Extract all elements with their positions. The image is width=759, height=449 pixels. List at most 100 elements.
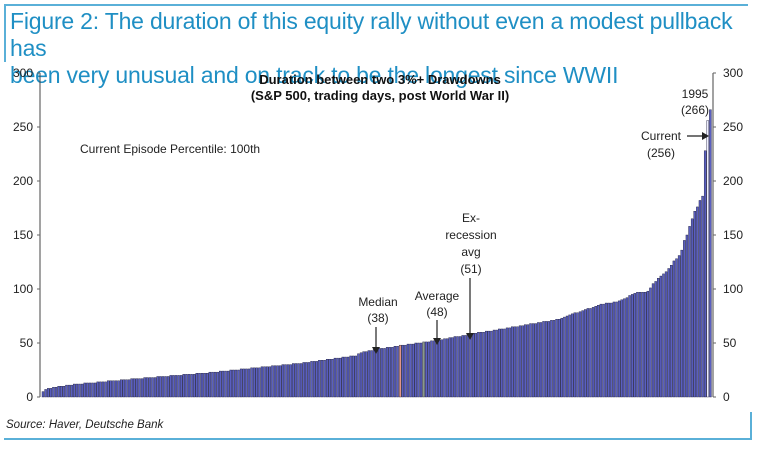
bar	[146, 377, 149, 398]
bar	[224, 370, 227, 398]
y-tick-label-left: 250	[13, 120, 33, 134]
chart-title: Duration between two 3%+ Drawdowns	[259, 72, 501, 87]
y-tick-label-right: 100	[723, 282, 743, 296]
exrec-arrow	[466, 278, 474, 340]
bar	[589, 308, 592, 398]
y-ticks-right: 0 50 100 150 200 250 300	[713, 66, 743, 404]
bar	[310, 361, 313, 398]
max-1995-value: (266)	[681, 103, 709, 117]
y-tick-label-left: 150	[13, 228, 33, 242]
bar	[174, 375, 178, 398]
bar	[187, 374, 191, 398]
bar	[534, 323, 537, 398]
bar	[273, 365, 277, 398]
bar	[101, 381, 105, 398]
bar	[477, 332, 480, 398]
bar	[406, 343, 410, 398]
bar	[411, 343, 415, 398]
bar-current	[706, 120, 709, 398]
bar	[213, 371, 217, 398]
bar	[445, 338, 449, 398]
bar	[127, 379, 131, 398]
bar	[443, 338, 446, 398]
bar	[492, 329, 496, 398]
bar	[568, 314, 571, 398]
bar	[169, 375, 172, 398]
bar	[385, 347, 389, 398]
y-tick-label-right: 250	[723, 120, 743, 134]
bar	[200, 373, 204, 398]
bar	[461, 335, 464, 398]
bar	[130, 378, 133, 398]
bar	[60, 386, 63, 398]
bar	[612, 301, 616, 398]
bar	[133, 378, 136, 398]
bar	[354, 355, 358, 398]
bar	[670, 265, 673, 398]
bar	[664, 271, 668, 398]
bar-average	[398, 344, 402, 398]
bar	[430, 340, 433, 398]
bar	[458, 336, 462, 398]
bar	[179, 375, 183, 398]
bar	[242, 368, 245, 398]
bar	[198, 373, 201, 398]
bar	[239, 368, 243, 398]
bar	[380, 348, 384, 398]
bar	[701, 195, 704, 398]
bar	[166, 376, 170, 398]
bar	[388, 347, 391, 398]
frame-top-border	[4, 4, 748, 6]
bar	[352, 355, 355, 398]
bar	[557, 319, 561, 398]
bar	[464, 335, 467, 398]
bar	[122, 379, 126, 398]
bar	[586, 308, 590, 398]
bar	[164, 376, 167, 398]
bar	[505, 327, 509, 398]
bar	[703, 150, 707, 398]
y-tick-label-right: 300	[723, 66, 743, 80]
bar	[667, 268, 670, 398]
bar	[80, 383, 84, 398]
bar	[479, 332, 483, 398]
bar	[153, 377, 157, 398]
bar	[495, 329, 498, 398]
bar	[599, 303, 603, 398]
percentile-annotation: Current Episode Percentile: 100th	[80, 142, 260, 156]
bar	[393, 346, 397, 398]
bar	[328, 359, 331, 398]
average-arrow	[433, 320, 441, 345]
bar	[315, 361, 318, 398]
bar	[344, 356, 347, 398]
bar	[641, 292, 644, 398]
bar	[323, 360, 326, 398]
bar	[106, 380, 110, 398]
exrec-label-line3: avg	[461, 245, 480, 259]
bar	[466, 334, 470, 398]
bar	[70, 384, 73, 398]
bar	[140, 378, 144, 398]
bar	[500, 328, 504, 398]
bar	[226, 370, 230, 398]
bar	[255, 367, 258, 398]
bar	[625, 297, 629, 398]
bar	[148, 377, 152, 398]
bar	[597, 305, 600, 398]
bar	[221, 370, 225, 398]
bar	[83, 382, 86, 398]
bar	[573, 312, 577, 398]
bar	[435, 339, 438, 398]
bar	[662, 273, 665, 398]
source-note: Source: Haver, Deutsche Bank	[6, 419, 164, 431]
bar	[268, 366, 272, 398]
bar	[88, 382, 92, 398]
bar	[336, 357, 339, 398]
frame-right-border	[750, 412, 752, 440]
bar	[346, 356, 350, 398]
bar	[646, 290, 650, 398]
y-tick-label-left: 0	[26, 390, 33, 404]
bar	[610, 302, 613, 398]
bar	[419, 342, 423, 398]
bar	[252, 367, 256, 398]
